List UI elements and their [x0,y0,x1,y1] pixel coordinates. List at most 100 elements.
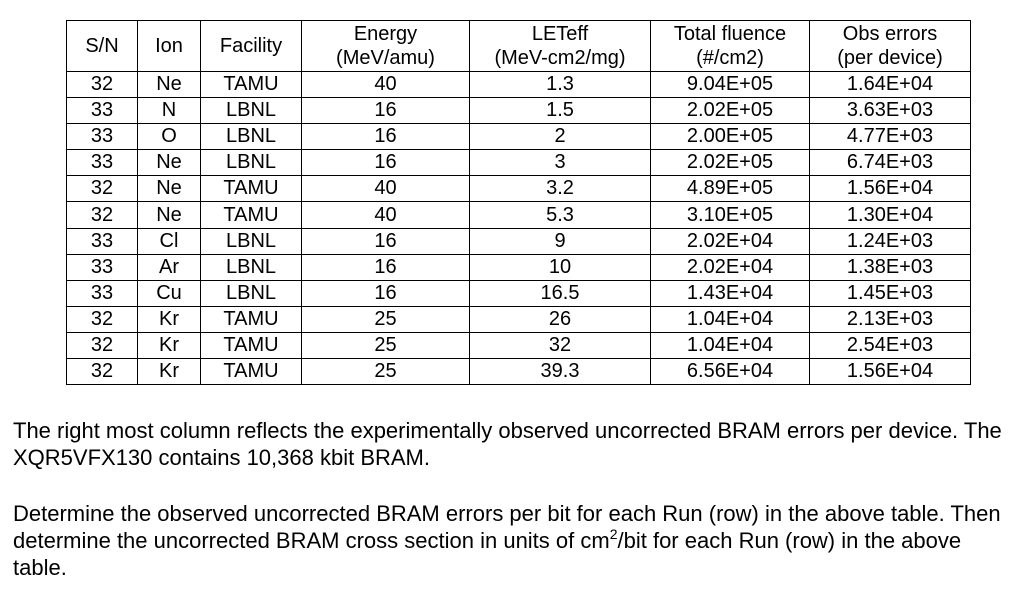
table-cell-facility: TAMU [200,70,302,99]
question-paragraph: Determine the observed uncorrected BRAM … [13,500,1003,581]
column-header-line: Facility [219,35,283,57]
table-cell-sn: 32 [66,358,138,386]
table-cell-total-fluence: 1.04E+04 [650,331,810,360]
table-cell-obs-errors: 1.45E+03 [809,279,971,307]
table-cell-facility: LBNL [200,149,302,177]
table-cell-facility: TAMU [200,305,302,333]
table-row: 33 Ne LBNL 16 3 2.02E+05 6.74E+03 [66,149,971,177]
table-cell-obs-errors: 1.30E+04 [809,201,971,229]
table-cell-facility: TAMU [200,175,302,203]
table-row: 32 Kr TAMU 25 32 1.04E+04 2.54E+03 [66,331,971,360]
table-cell-leteff: 5.3 [469,201,651,229]
table-cell-facility: LBNL [200,123,302,151]
table-cell-facility: LBNL [200,97,302,125]
table-cell-leteff: 10 [469,253,651,281]
table-cell-sn: 33 [66,123,138,151]
table-cell-leteff: 26 [469,305,651,333]
column-header-leteff: LETeff (MeV-cm2/mg) [469,20,651,72]
table-cell-sn: 33 [66,149,138,177]
table-cell-obs-errors: 2.54E+03 [809,331,971,360]
table-cell-energy: 25 [301,305,470,333]
table-cell-ion: Ne [137,149,201,177]
table-row: 33 Cl LBNL 16 9 2.02E+04 1.24E+03 [66,227,971,255]
table-cell-total-fluence: 4.89E+05 [650,175,810,203]
column-header-line: LETeff [531,23,589,45]
table-cell-ion: O [137,123,201,151]
column-header-line: (#/cm2) [696,47,764,69]
column-header-line: Ion [155,35,183,57]
table-cell-total-fluence: 6.56E+04 [650,358,810,386]
table-cell-sn: 32 [66,305,138,333]
table-cell-total-fluence: 2.02E+04 [650,253,810,281]
table-cell-facility: TAMU [200,358,302,386]
column-header-facility: Facility [200,20,302,72]
table-cell-obs-errors: 2.13E+03 [809,305,971,333]
column-header-energy: Energy (MeV/amu) [301,20,470,72]
table-cell-leteff: 16.5 [469,279,651,307]
table-cell-ion: Cu [137,279,201,307]
table-cell-sn: 33 [66,279,138,307]
table-cell-obs-errors: 6.74E+03 [809,149,971,177]
table-cell-energy: 16 [301,149,470,177]
table-cell-leteff: 1.5 [469,97,651,125]
table-cell-ion: Kr [137,358,201,386]
table-row: 33 N LBNL 16 1.5 2.02E+05 3.63E+03 [66,97,971,125]
table-cell-obs-errors: 1.64E+04 [809,70,971,99]
data-table: S/N Ion Facility Energy (MeV/amu) LETeff (MeV-… [66,20,971,386]
table-cell-ion: Ne [137,175,201,203]
table-cell-sn: 32 [66,201,138,229]
table-row: 33 O LBNL 16 2 2.00E+05 4.77E+03 [66,123,971,151]
table-cell-energy: 25 [301,331,470,360]
table-cell-sn: 32 [66,175,138,203]
table-row: 32 Ne TAMU 40 5.3 3.10E+05 1.30E+04 [66,201,971,229]
column-header-line: Energy [353,23,418,45]
table-cell-energy: 40 [301,201,470,229]
table-header-row: S/N Ion Facility Energy (MeV/amu) LETeff (MeV-… [66,20,971,72]
table-cell-total-fluence: 1.04E+04 [650,305,810,333]
table-cell-ion: Ar [137,253,201,281]
column-header-line: (MeV/amu) [336,47,435,69]
column-header-line: Total fluence [673,23,787,45]
table-cell-obs-errors: 1.56E+04 [809,175,971,203]
table-row: 33 Cu LBNL 16 16.5 1.43E+04 1.45E+03 [66,279,971,307]
table-cell-total-fluence: 3.10E+05 [650,201,810,229]
table-cell-leteff: 32 [469,331,651,360]
table-row: 32 Kr TAMU 25 39.3 6.56E+04 1.56E+04 [66,358,971,386]
table-cell-leteff: 3 [469,149,651,177]
table-cell-energy: 16 [301,97,470,125]
table-cell-energy: 40 [301,175,470,203]
table-cell-ion: Kr [137,331,201,360]
table-cell-obs-errors: 3.63E+03 [809,97,971,125]
table-cell-total-fluence: 1.43E+04 [650,279,810,307]
table-row: 32 Ne TAMU 40 1.3 9.04E+05 1.64E+04 [66,70,971,99]
question-text-end: /bit for each Run (row) in the above tab… [13,528,962,580]
table-cell-total-fluence: 2.02E+05 [650,149,810,177]
column-header-line: (MeV-cm2/mg) [494,47,626,69]
table-cell-obs-errors: 1.56E+04 [809,358,971,386]
table-cell-sn: 33 [66,227,138,255]
table-cell-leteff: 39.3 [469,358,651,386]
column-header-line: (per device) [837,47,943,69]
table-cell-facility: LBNL [200,253,302,281]
table-row: 32 Ne TAMU 40 3.2 4.89E+05 1.56E+04 [66,175,971,203]
table-cell-energy: 16 [301,123,470,151]
table-cell-facility: TAMU [200,331,302,360]
column-header-line: S/N [85,35,119,57]
table-cell-ion: Kr [137,305,201,333]
table-body: 32 Ne TAMU 40 1.3 9.04E+05 1.64E+04 33 N LBNL 16 1.… [66,70,971,386]
table-cell-ion: Ne [137,201,201,229]
table-cell-sn: 32 [66,331,138,360]
table-cell-total-fluence: 2.02E+05 [650,97,810,125]
table-cell-leteff: 9 [469,227,651,255]
table-cell-ion: N [137,97,201,125]
table-cell-ion: Cl [137,227,201,255]
table-cell-total-fluence: 2.00E+05 [650,123,810,151]
table-cell-energy: 40 [301,70,470,99]
column-header-line: Obs errors [842,23,938,45]
column-header-ion: Ion [137,20,201,72]
table-cell-facility: LBNL [200,227,302,255]
table-cell-total-fluence: 9.04E+05 [650,70,810,99]
table-cell-sn: 32 [66,70,138,99]
table-cell-obs-errors: 4.77E+03 [809,123,971,151]
explanation-paragraph: The right most column reflects the exper… [13,418,1002,470]
